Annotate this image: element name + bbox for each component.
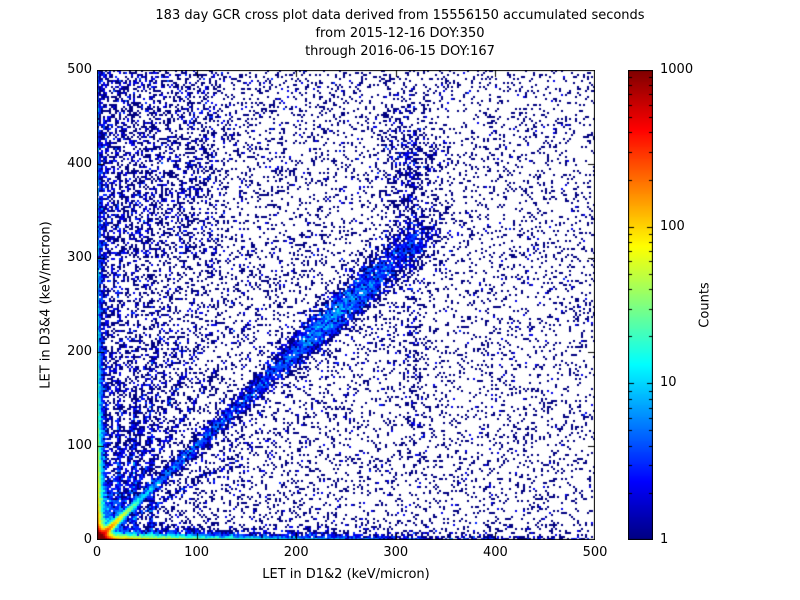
y-tick-label: 100 — [67, 438, 92, 453]
chart-title: 183 day GCR cross plot data derived from… — [155, 8, 645, 23]
x-tick-label: 300 — [383, 545, 409, 560]
x-tick-label: 400 — [482, 545, 508, 560]
colorbar — [628, 70, 653, 540]
x-tick-label: 100 — [184, 545, 210, 560]
scatter-density-plot — [97, 70, 595, 540]
y-tick-label: 200 — [67, 344, 92, 359]
y-tick-label: 400 — [67, 156, 92, 171]
colorbar-tick-label: 10 — [660, 375, 677, 391]
y-axis-label: LET in D3&4 (keV/micron) — [38, 221, 54, 389]
y-tick-label: 0 — [83, 532, 92, 547]
x-axis-label: LET in D1&2 (keV/micron) — [262, 567, 430, 582]
y-tick-label: 300 — [67, 250, 92, 265]
x-tick-label: 0 — [92, 545, 102, 560]
chart-subtitle-from: from 2015-12-16 DOY:350 — [315, 26, 485, 41]
x-tick-label: 200 — [283, 545, 309, 560]
y-tick-label: 500 — [67, 62, 92, 77]
colorbar-tick-label: 1 — [660, 532, 669, 547]
colorbar-tick-label: 100 — [660, 218, 685, 234]
x-tick-label: 500 — [582, 545, 608, 560]
colorbar-tick-label: 1000 — [660, 62, 694, 77]
chart-subtitle-through: through 2016-06-15 DOY:167 — [305, 44, 495, 59]
colorbar-label: Counts — [697, 282, 713, 328]
